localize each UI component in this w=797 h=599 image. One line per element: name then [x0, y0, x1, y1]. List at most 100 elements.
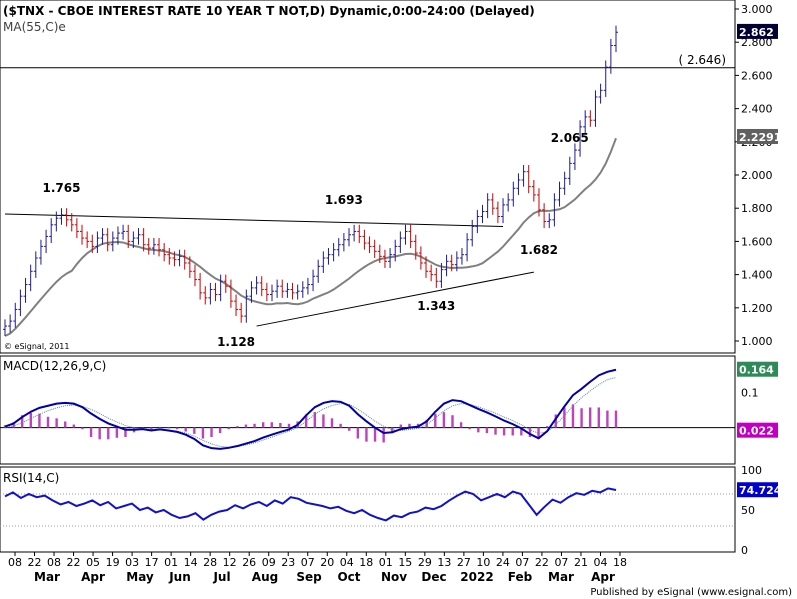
price-bar [38, 239, 43, 265]
macd-histogram-bar [511, 427, 514, 436]
price-bar [424, 256, 429, 278]
price-bar [382, 249, 387, 268]
macd-histogram-bar [38, 413, 41, 428]
price-bar [475, 209, 480, 234]
price-bar [305, 277, 310, 295]
macd-histogram-bar [554, 414, 557, 428]
x-day-label: 27 [457, 556, 471, 569]
price-bar [598, 83, 603, 104]
price-bar [49, 218, 54, 244]
price-bar [228, 279, 233, 308]
price-bar [614, 25, 618, 53]
macd-histogram-bar [502, 427, 506, 436]
x-day-label: 22 [67, 556, 81, 569]
price-bar [249, 281, 254, 303]
lower-trendline [256, 271, 534, 327]
macd-histogram-bar [244, 424, 248, 428]
price-bar [567, 156, 572, 185]
macd-histogram-bar [408, 423, 411, 428]
price-bar [259, 276, 264, 297]
price-tick-label: 2.600 [741, 69, 773, 82]
price-bar [408, 224, 413, 249]
macd-histogram-bar [201, 427, 205, 439]
price-bar [311, 269, 316, 292]
macd-histogram-bar [64, 421, 67, 428]
rsi-line [4, 487, 617, 522]
pivot-label: 2.065 [551, 131, 589, 145]
price-tick-label: 2.000 [741, 169, 773, 182]
macd-histogram-bar [175, 427, 179, 430]
price-bar [413, 234, 418, 260]
macd-histogram-bar [442, 412, 446, 428]
price-bar [213, 282, 218, 302]
macd-histogram-bar [322, 414, 325, 428]
price-bar [321, 251, 326, 273]
price-bar [33, 251, 38, 278]
x-day-label: 22 [28, 556, 42, 569]
price-tick-label: 1.000 [741, 335, 773, 348]
price-bar [326, 248, 331, 265]
macd-title: MACD(12,26,9,C) [3, 359, 106, 373]
price-bar [367, 236, 372, 254]
price-tick-label: 1.400 [741, 269, 773, 282]
ma-value-badge-text: 2.229165 [739, 131, 797, 144]
price-bar [516, 173, 521, 195]
x-month-label: Feb [508, 570, 533, 584]
macd-histogram-bar [571, 404, 575, 428]
price-bar [449, 254, 454, 272]
price-bar [562, 171, 567, 195]
price-bar [234, 294, 239, 317]
macd-histogram-bar [597, 407, 600, 428]
price-bar [511, 181, 516, 207]
price-bar [536, 188, 541, 217]
rsi-title: RSI(14,C) [3, 471, 59, 485]
macd-line [4, 368, 617, 450]
x-day-label: 10 [476, 556, 490, 569]
price-bar [557, 181, 562, 207]
price-bar [182, 249, 187, 270]
macd-histogram-bar [580, 408, 583, 428]
macd-histogram-bar [81, 427, 84, 430]
price-bar [459, 248, 464, 265]
price-bar [187, 256, 192, 278]
price-bar [23, 277, 28, 303]
chart-title: ($TNX - CBOE INTEREST RATE 10 YEAR T NOT… [3, 4, 535, 18]
macd-histogram-bar [287, 423, 291, 428]
price-bar [192, 264, 197, 287]
price-bar [203, 286, 208, 305]
price-bar [59, 208, 64, 225]
price-bar [223, 274, 228, 293]
macd-value-badge-text: 0.164 [739, 364, 774, 377]
price-tick-label: 1.200 [741, 302, 773, 315]
price-bar [608, 38, 613, 74]
price-bar [501, 198, 506, 224]
price-bar [85, 231, 90, 249]
price-bar [336, 238, 341, 257]
price-bar [13, 302, 18, 328]
macd-histogram-bar [12, 422, 15, 428]
x-day-label: 28 [203, 556, 217, 569]
histogram-value-badge: 0.022 [737, 422, 778, 438]
x-axis-layer: 08 22 08 22 05 19 03 17 01 14 28 12 26 09 23 07 20 04 18 01… [8, 552, 627, 584]
macd-histogram-bar [563, 407, 566, 428]
x-day-label: 12 [223, 556, 237, 569]
price-bar [264, 282, 269, 302]
rsi-tick-label: 0 [741, 544, 748, 557]
price-bar [8, 314, 13, 333]
price-bar [434, 267, 439, 288]
macd-histogram-bar [425, 419, 428, 428]
price-bar [177, 249, 182, 267]
macd-histogram-bar [227, 427, 230, 430]
macd-histogram-bar [261, 422, 265, 428]
x-month-label: Mar [548, 570, 574, 584]
price-bar [495, 201, 500, 224]
pivot-label: 1.693 [325, 193, 363, 207]
price-bar [131, 231, 136, 249]
price-bar [275, 279, 280, 298]
x-day-label: 07 [301, 556, 315, 569]
x-day-label: 22 [535, 556, 549, 569]
x-day-label: 26 [242, 556, 256, 569]
price-bar [218, 274, 223, 302]
macd-histogram-bar [545, 426, 549, 428]
macd-histogram-bar [21, 415, 24, 428]
